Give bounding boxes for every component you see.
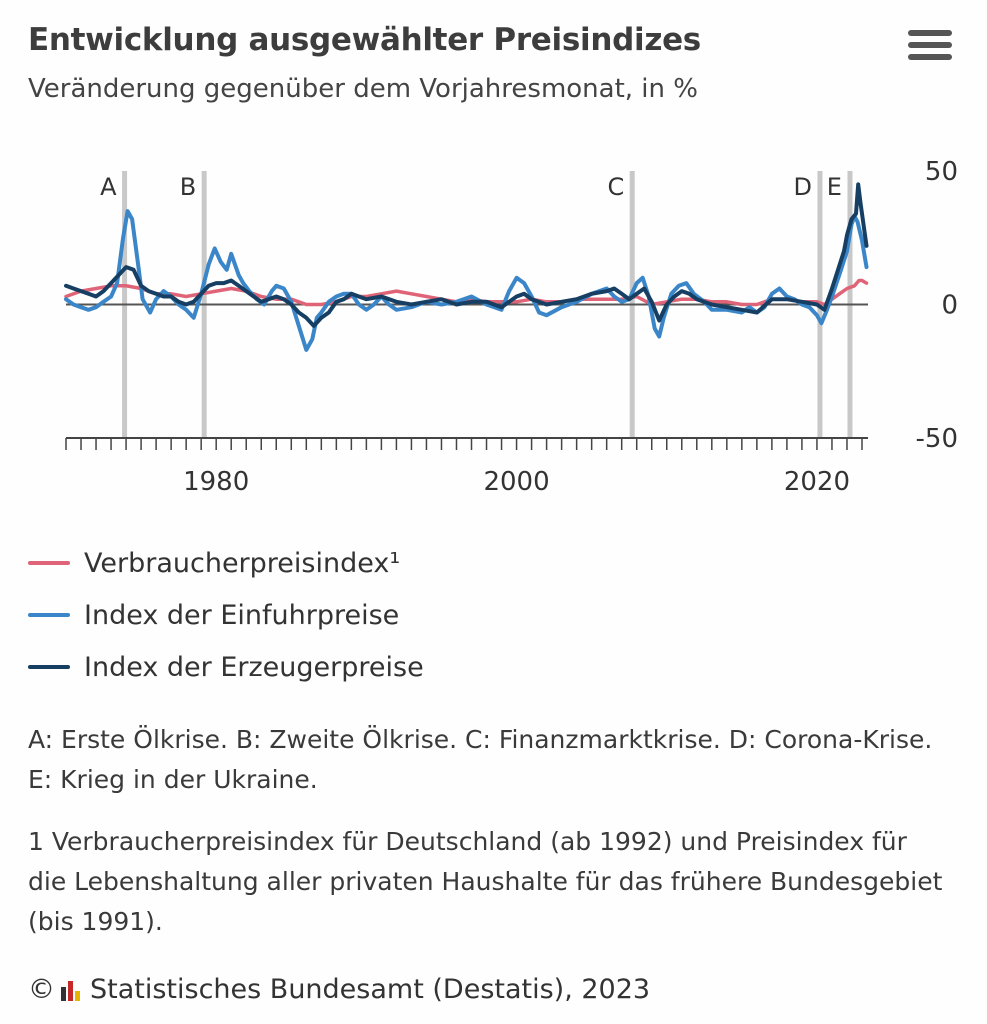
legend-swatch-erzeugerpreise [28, 665, 70, 669]
legend-label-erzeugerpreise: Index der Erzeugerpreise [84, 651, 424, 683]
line-chart: A B C D E 50 0 -50 1980 2000 2020 [64, 157, 958, 497]
legend: Verbraucherpreisindex¹ Index der Einfuhr… [28, 537, 424, 693]
event-marker-label-d: D [793, 173, 811, 201]
legend-item-einfuhrpreise[interactable]: Index der Einfuhrpreise [28, 589, 424, 641]
chart-title: Entwicklung ausgewählter Preisindizes [28, 22, 701, 58]
legend-label-vpi: Verbraucherpreisindex¹ [84, 547, 401, 579]
markers-note: A: Erste Ölkrise. B: Zweite Ölkrise. C: … [28, 725, 933, 794]
y-tick-label-0: 50 [925, 157, 958, 187]
x-tick-label-2: 2020 [784, 467, 850, 497]
y-tick-label-2: -50 [916, 424, 958, 454]
legend-label-einfuhrpreise: Index der Einfuhrpreise [84, 599, 400, 631]
x-tick-label-1: 2000 [483, 467, 549, 497]
copyright-symbol: © [28, 974, 55, 1005]
y-tick-label-1: 0 [941, 291, 958, 321]
hamburger-menu-icon[interactable] [908, 30, 952, 66]
credits: © Statistisches Bundesamt (Destatis), 20… [28, 974, 650, 1005]
legend-item-vpi[interactable]: Verbraucherpreisindex¹ [28, 537, 424, 589]
credits-text: Statistisches Bundesamt (Destatis), 2023 [90, 974, 651, 1005]
event-marker-label-b: B [180, 173, 196, 201]
event-marker-label-e: E [827, 173, 842, 201]
x-tick-label-0: 1980 [183, 467, 249, 497]
event-marker-label-a: A [100, 173, 117, 201]
event-marker-label-c: C [607, 173, 624, 201]
footnote: 1 Verbraucherpreisindex für Deutschland … [28, 827, 943, 936]
series-line-einfuhrpreise [64, 209, 869, 352]
destatis-logo-icon [61, 979, 80, 1001]
series-line-erzeugerpreise [64, 182, 869, 328]
legend-item-erzeugerpreise[interactable]: Index der Erzeugerpreise [28, 641, 424, 693]
legend-swatch-einfuhrpreise [28, 613, 70, 617]
legend-swatch-vpi [28, 561, 70, 565]
chart-subtitle: Veränderung gegenüber dem Vorjahresmonat… [28, 74, 698, 104]
